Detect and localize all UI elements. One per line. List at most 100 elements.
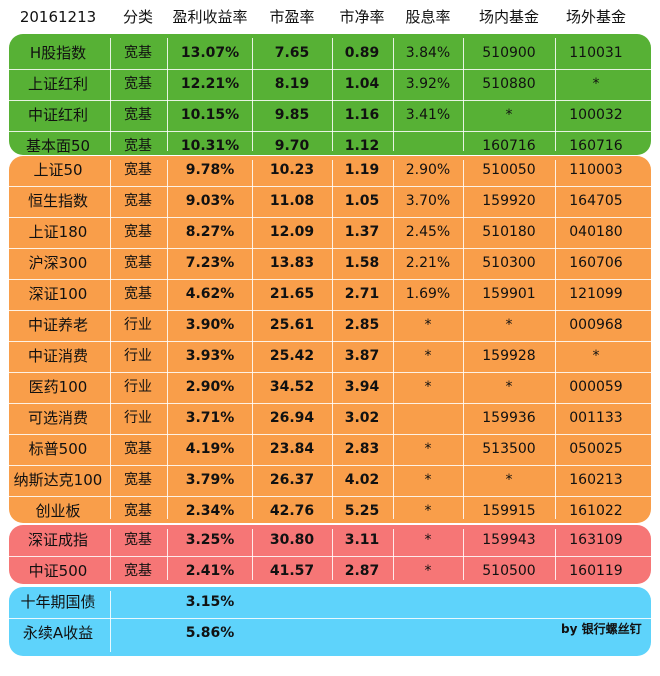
cell-dividend-yield: * (424, 379, 432, 395)
cell-category: 行业 (124, 379, 152, 395)
cell-index-name: 可选消费 (27, 409, 88, 427)
cell-dividend-yield: * (424, 472, 432, 488)
cell-pe-ratio: 7.65 (274, 45, 310, 61)
row-divider (9, 434, 651, 435)
cell-index-name: 基本面50 (25, 137, 91, 155)
row-divider (9, 69, 651, 70)
row-divider (9, 465, 651, 466)
table-row: 深证成指 宽基 3.25% 30.80 3.11 * 159943 163109 (0, 525, 660, 556)
cell-pb-ratio: 3.11 (344, 532, 380, 548)
header-index-name: 20161213 (19, 8, 97, 26)
cell-otc-fund: 160213 (569, 472, 623, 488)
cell-earnings-yield: 10.31% (180, 138, 240, 154)
column-divider (110, 529, 111, 580)
table-row: 中证500 宽基 2.41% 41.57 2.87 * 510500 160119 (0, 556, 660, 587)
table-row: 永续A收益 5.86% (0, 618, 660, 649)
cell-pb-ratio: 3.87 (344, 348, 380, 364)
cell-category: 行业 (124, 317, 152, 333)
cell-otc-fund: 001133 (569, 410, 623, 426)
cell-pb-ratio: 2.71 (344, 286, 380, 302)
column-divider (463, 160, 464, 519)
cell-pe-ratio: 23.84 (269, 441, 315, 457)
column-divider (167, 529, 168, 580)
table-row: 深证100 宽基 4.62% 21.65 2.71 1.69% 159901 121099 (0, 279, 660, 310)
column-divider (393, 529, 394, 580)
cell-otc-fund: 110003 (569, 162, 623, 178)
column-divider (555, 529, 556, 580)
cell-earnings-yield: 8.27% (185, 224, 235, 240)
cell-exchange-fund: 510880 (482, 76, 536, 92)
table-row: 上证红利 宽基 12.21% 8.19 1.04 3.92% 510880 * (0, 69, 660, 100)
cell-dividend-yield: * (424, 317, 432, 333)
cell-pb-ratio: 1.05 (344, 193, 380, 209)
cell-category: 宽基 (124, 286, 152, 302)
cell-pb-ratio: 1.58 (344, 255, 380, 271)
cell-index-name: 标普500 (28, 440, 88, 458)
table-row: 沪深300 宽基 7.23% 13.83 1.58 2.21% 510300 160706 (0, 248, 660, 279)
cell-earnings-yield: 9.03% (185, 193, 235, 209)
cell-pb-ratio (332, 587, 392, 618)
cell-otc-fund: 100032 (569, 107, 623, 123)
cell-otc-fund: 160716 (569, 138, 623, 154)
cell-dividend-yield: 3.84% (405, 45, 451, 61)
cell-otc-fund: 161022 (569, 503, 623, 519)
cell-otc-fund: 121099 (569, 286, 623, 302)
cell-pe-ratio: 8.19 (274, 76, 310, 92)
cell-exchange-fund: * (505, 472, 513, 488)
row-divider (9, 341, 651, 342)
cell-index-name: 上证50 (33, 161, 83, 179)
cell-pe-ratio: 13.83 (269, 255, 315, 271)
header-earnings-yield: 盈利收益率 (172, 8, 248, 26)
cell-pb-ratio: 1.04 (344, 76, 380, 92)
cell-category: 宽基 (124, 563, 152, 579)
cell-dividend-yield: * (424, 563, 432, 579)
cell-earnings-yield: 3.71% (185, 410, 235, 426)
cell-exchange-fund: 510300 (482, 255, 536, 271)
column-divider (252, 38, 253, 151)
cell-category: 宽基 (124, 503, 152, 519)
table-row: 创业板 宽基 2.34% 42.76 5.25 * 159915 161022 (0, 496, 660, 527)
row-divider (9, 186, 651, 187)
table-row: 恒生指数 宽基 9.03% 11.08 1.05 3.70% 159920 164705 (0, 186, 660, 217)
cell-otc-fund: * (592, 348, 600, 364)
cell-dividend-yield: * (424, 532, 432, 548)
cell-category (108, 618, 168, 649)
header-pe-ratio: 市盈率 (269, 8, 315, 26)
cell-exchange-fund (466, 587, 552, 618)
table-row: 中证养老 行业 3.90% 25.61 2.85 * * 000968 (0, 310, 660, 341)
cell-index-name: 中证500 (28, 562, 88, 580)
cell-otc-fund: 050025 (569, 441, 623, 457)
cell-pb-ratio: 1.19 (344, 162, 380, 178)
cell-category: 宽基 (124, 472, 152, 488)
cell-dividend-yield: 3.92% (405, 76, 451, 92)
cell-index-name: 上证红利 (27, 75, 88, 93)
cell-pb-ratio: 2.83 (344, 441, 380, 457)
column-divider (110, 38, 111, 151)
cell-index-name: 中证养老 (27, 316, 88, 334)
row-divider (9, 496, 651, 497)
cell-exchange-fund: * (505, 107, 513, 123)
cell-earnings-yield: 3.90% (185, 317, 235, 333)
row-divider (9, 556, 651, 557)
cell-otc-fund: * (592, 76, 600, 92)
cell-category: 行业 (124, 348, 152, 364)
row-divider (9, 217, 651, 218)
column-divider (167, 160, 168, 519)
cell-exchange-fund: 159920 (482, 193, 536, 209)
column-divider (332, 160, 333, 519)
cell-exchange-fund: * (505, 379, 513, 395)
cell-pb-ratio (332, 618, 392, 649)
cell-exchange-fund: * (505, 317, 513, 333)
cell-pe-ratio: 10.23 (269, 162, 315, 178)
cell-pb-ratio: 2.87 (344, 563, 380, 579)
column-divider (393, 160, 394, 519)
cell-earnings-yield: 2.90% (185, 379, 235, 395)
cell-pe-ratio: 42.76 (269, 503, 315, 519)
table-row: H股指数 宽基 13.07% 7.65 0.89 3.84% 510900 110031 (0, 38, 660, 69)
cell-exchange-fund: 510050 (482, 162, 536, 178)
cell-dividend-yield (393, 618, 463, 649)
cell-pe-ratio: 21.65 (269, 286, 315, 302)
table-row: 十年期国债 3.15% (0, 587, 660, 618)
cell-dividend-yield: 2.21% (405, 255, 451, 271)
cell-earnings-yield: 3.79% (185, 472, 235, 488)
